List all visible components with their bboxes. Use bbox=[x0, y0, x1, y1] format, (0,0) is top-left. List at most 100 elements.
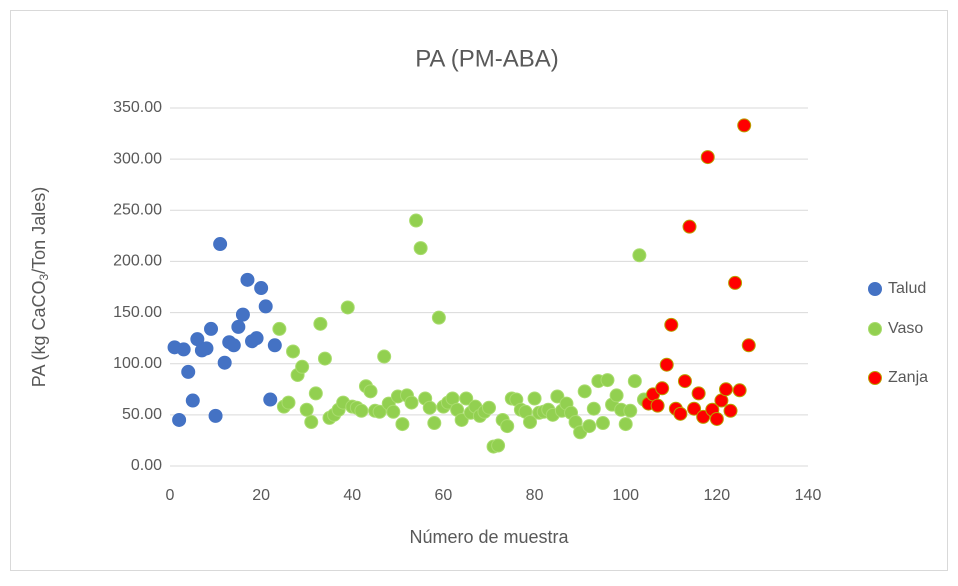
x-tick-label: 120 bbox=[704, 487, 731, 504]
y-tick-label: 150.00 bbox=[113, 304, 162, 321]
point bbox=[409, 213, 424, 228]
point bbox=[527, 391, 542, 406]
point bbox=[595, 416, 610, 431]
y-tick-label: 100.00 bbox=[113, 355, 162, 372]
y-tick-label: 300.00 bbox=[113, 150, 162, 167]
x-axis-label: Número de muestra bbox=[409, 527, 569, 547]
point bbox=[340, 300, 355, 315]
y-tick-label: 200.00 bbox=[113, 253, 162, 270]
point bbox=[655, 381, 670, 396]
legend-label: Talud bbox=[888, 280, 926, 297]
point bbox=[317, 351, 332, 366]
point bbox=[618, 417, 633, 432]
point bbox=[623, 403, 638, 418]
y-axis-label-part: /Ton Jales) bbox=[29, 187, 49, 274]
point bbox=[454, 412, 469, 427]
point bbox=[313, 316, 328, 331]
point bbox=[673, 406, 688, 421]
point bbox=[482, 400, 496, 415]
point bbox=[459, 391, 474, 406]
y-axis-label: PA (kg CaCO3/Ton Jales) bbox=[29, 187, 51, 387]
x-tick-label: 100 bbox=[612, 487, 639, 504]
point bbox=[650, 398, 665, 413]
point bbox=[304, 415, 319, 430]
point bbox=[299, 402, 314, 417]
point bbox=[582, 419, 597, 434]
x-tick-label: 20 bbox=[252, 487, 270, 504]
point bbox=[286, 344, 301, 359]
point bbox=[627, 374, 642, 389]
legend-marker bbox=[868, 322, 882, 336]
point bbox=[395, 417, 410, 432]
point bbox=[281, 395, 296, 410]
point bbox=[677, 374, 692, 389]
point bbox=[377, 349, 392, 364]
point bbox=[199, 341, 214, 356]
legend-marker bbox=[868, 371, 882, 385]
point bbox=[732, 383, 747, 398]
point bbox=[217, 355, 232, 370]
point bbox=[354, 403, 369, 418]
point bbox=[295, 359, 310, 374]
point bbox=[363, 384, 378, 399]
point bbox=[723, 403, 738, 418]
point bbox=[632, 248, 647, 263]
point bbox=[737, 118, 752, 133]
point bbox=[235, 307, 250, 322]
chart-border bbox=[10, 10, 948, 571]
point bbox=[240, 272, 255, 287]
x-tick-label: 40 bbox=[343, 487, 361, 504]
point bbox=[404, 395, 419, 410]
point bbox=[372, 404, 387, 419]
legend-marker bbox=[868, 282, 882, 296]
point bbox=[523, 415, 538, 430]
point bbox=[413, 241, 428, 256]
point bbox=[718, 382, 733, 397]
x-tick-label: 80 bbox=[526, 487, 544, 504]
y-tick-label: 50.00 bbox=[122, 406, 162, 423]
point bbox=[577, 384, 592, 399]
point bbox=[691, 386, 706, 401]
point bbox=[185, 393, 200, 408]
point bbox=[181, 364, 196, 379]
point bbox=[208, 408, 223, 423]
point bbox=[659, 357, 674, 372]
legend-label: Zanja bbox=[888, 369, 928, 386]
point bbox=[696, 409, 711, 424]
point bbox=[700, 150, 715, 165]
point bbox=[491, 438, 506, 453]
y-tick-label: 350.00 bbox=[113, 99, 162, 116]
x-tick-label: 60 bbox=[435, 487, 453, 504]
point bbox=[728, 275, 743, 290]
point bbox=[249, 331, 264, 346]
point bbox=[226, 338, 241, 353]
point bbox=[263, 392, 278, 407]
point bbox=[431, 310, 446, 325]
point bbox=[741, 338, 756, 353]
point bbox=[682, 219, 697, 234]
point bbox=[204, 321, 219, 336]
point bbox=[386, 404, 401, 419]
point bbox=[550, 389, 565, 404]
point bbox=[308, 386, 323, 401]
x-tick-label: 0 bbox=[166, 487, 175, 504]
point bbox=[258, 299, 273, 314]
y-axis-label-part: PA (kg CaCO bbox=[29, 281, 49, 388]
point bbox=[609, 388, 624, 403]
point bbox=[586, 401, 601, 416]
point bbox=[600, 373, 615, 388]
point bbox=[664, 317, 679, 332]
legend-label: Vaso bbox=[888, 320, 923, 337]
point bbox=[687, 401, 702, 416]
point bbox=[254, 281, 269, 296]
x-tick-label: 140 bbox=[795, 487, 822, 504]
y-tick-label: 250.00 bbox=[113, 202, 162, 219]
point bbox=[172, 412, 187, 427]
chart-title: PA (PM-ABA) bbox=[415, 45, 559, 72]
point bbox=[500, 419, 515, 434]
point bbox=[709, 411, 724, 426]
point bbox=[231, 319, 246, 334]
point bbox=[422, 400, 437, 415]
